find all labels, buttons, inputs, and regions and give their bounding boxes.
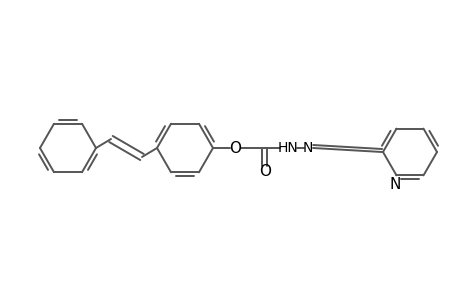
Text: O: O bbox=[229, 140, 241, 155]
Text: N: N bbox=[302, 141, 313, 155]
Text: O: O bbox=[258, 164, 270, 179]
Text: HN: HN bbox=[277, 141, 298, 155]
Text: N: N bbox=[389, 177, 400, 192]
